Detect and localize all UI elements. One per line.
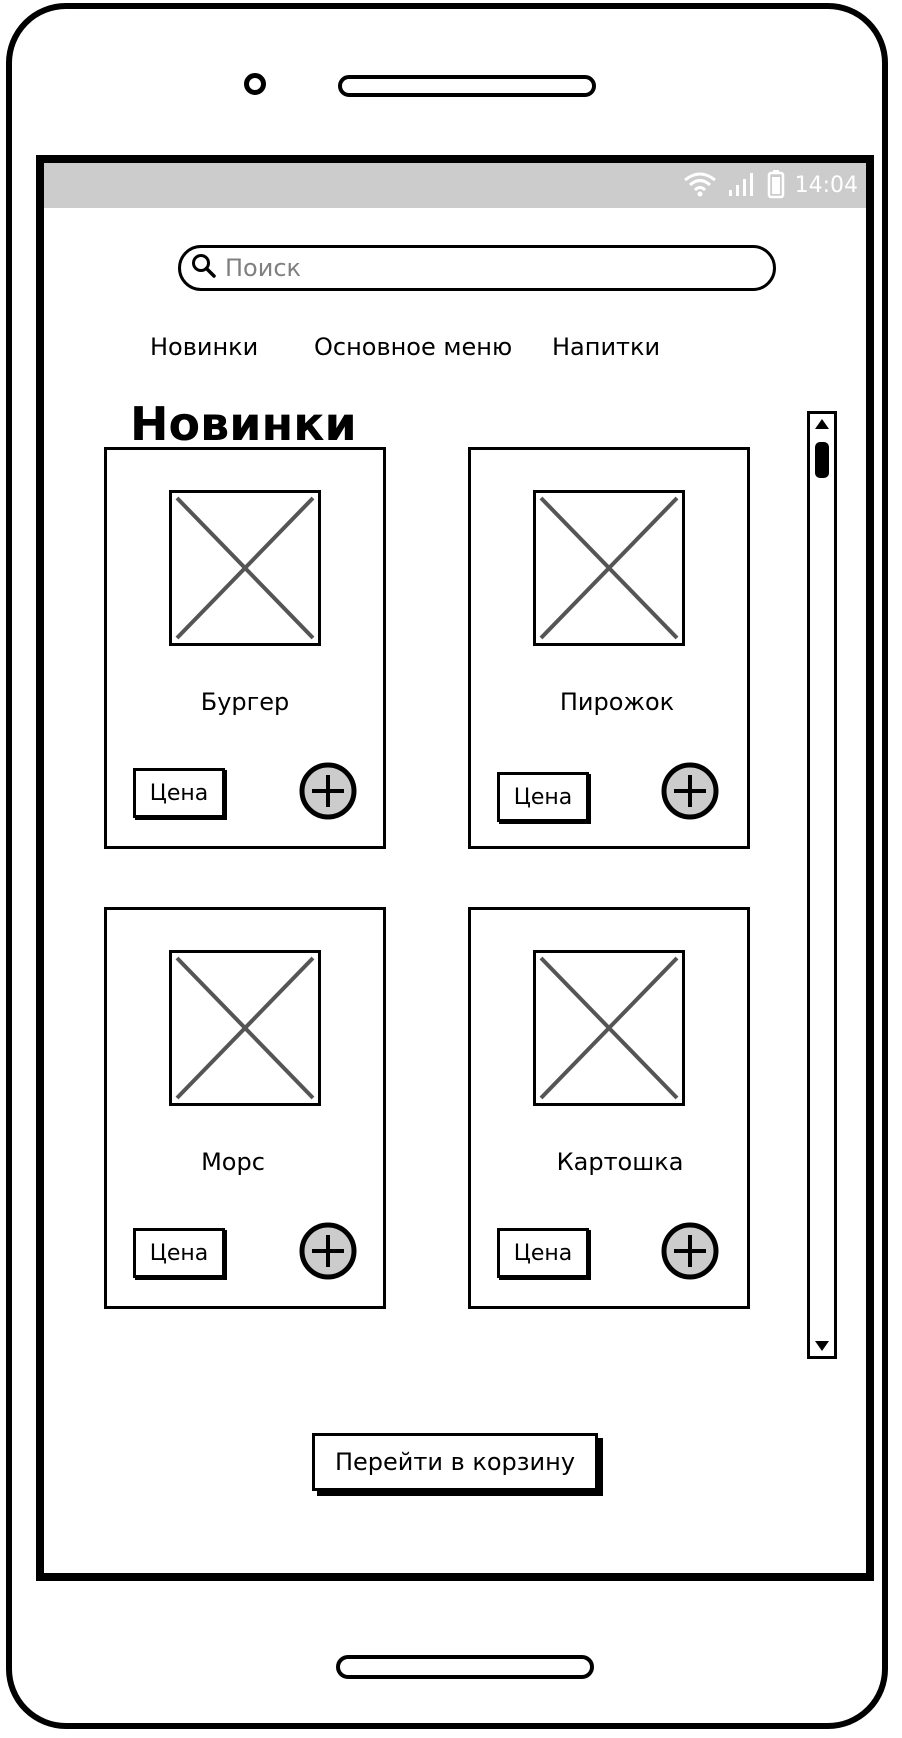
price-button[interactable]: Цена: [133, 768, 225, 818]
search-input[interactable]: [223, 253, 747, 283]
price-button[interactable]: Цена: [497, 1228, 589, 1278]
tab-main-menu[interactable]: Основное меню: [314, 333, 513, 361]
go-to-cart-button[interactable]: Перейти в корзину: [312, 1433, 598, 1491]
product-card[interactable]: Пирожок Цена: [468, 447, 750, 849]
home-button[interactable]: [336, 1655, 594, 1679]
price-button[interactable]: Цена: [497, 772, 589, 822]
status-bar: 14:04: [44, 163, 866, 208]
product-name: Морс: [201, 1148, 265, 1176]
image-placeholder-icon: [169, 490, 321, 646]
image-placeholder-icon: [169, 950, 321, 1106]
product-card[interactable]: Картошка Цена: [468, 907, 750, 1309]
status-icons: 14:04: [683, 167, 858, 204]
plus-circle-icon[interactable]: [661, 762, 719, 820]
plus-circle-icon[interactable]: [299, 762, 357, 820]
product-card[interactable]: Бургер Цена: [104, 447, 386, 849]
image-placeholder-icon: [533, 950, 685, 1106]
product-name: Картошка: [556, 1148, 684, 1176]
price-button[interactable]: Цена: [133, 1228, 225, 1278]
section-title: Новинки: [130, 397, 357, 451]
scroll-thumb[interactable]: [815, 442, 829, 478]
phone-screen: 14:04 Новинки Основное меню Напитки Нови…: [36, 155, 874, 1581]
product-name: Бургер: [200, 688, 290, 716]
camera-icon: [244, 73, 266, 95]
tab-drinks[interactable]: Напитки: [552, 333, 661, 361]
scroll-up-arrow-icon[interactable]: [810, 414, 834, 434]
category-tabs: Новинки Основное меню Напитки: [44, 333, 866, 373]
signal-icon: [727, 170, 757, 202]
search-bar[interactable]: [178, 245, 776, 291]
wifi-icon: [683, 170, 717, 202]
tab-new[interactable]: Новинки: [150, 333, 259, 361]
plus-circle-icon[interactable]: [661, 1222, 719, 1280]
search-icon: [191, 253, 217, 283]
scrollbar[interactable]: [807, 411, 837, 1359]
product-name: Пирожок: [559, 688, 675, 716]
product-card[interactable]: Морс Цена: [104, 907, 386, 1309]
speaker-grille: [338, 75, 596, 97]
image-placeholder-icon: [533, 490, 685, 646]
battery-icon: [767, 169, 785, 203]
plus-circle-icon[interactable]: [299, 1222, 357, 1280]
status-time: 14:04: [794, 173, 858, 198]
scroll-down-arrow-icon[interactable]: [810, 1336, 834, 1356]
